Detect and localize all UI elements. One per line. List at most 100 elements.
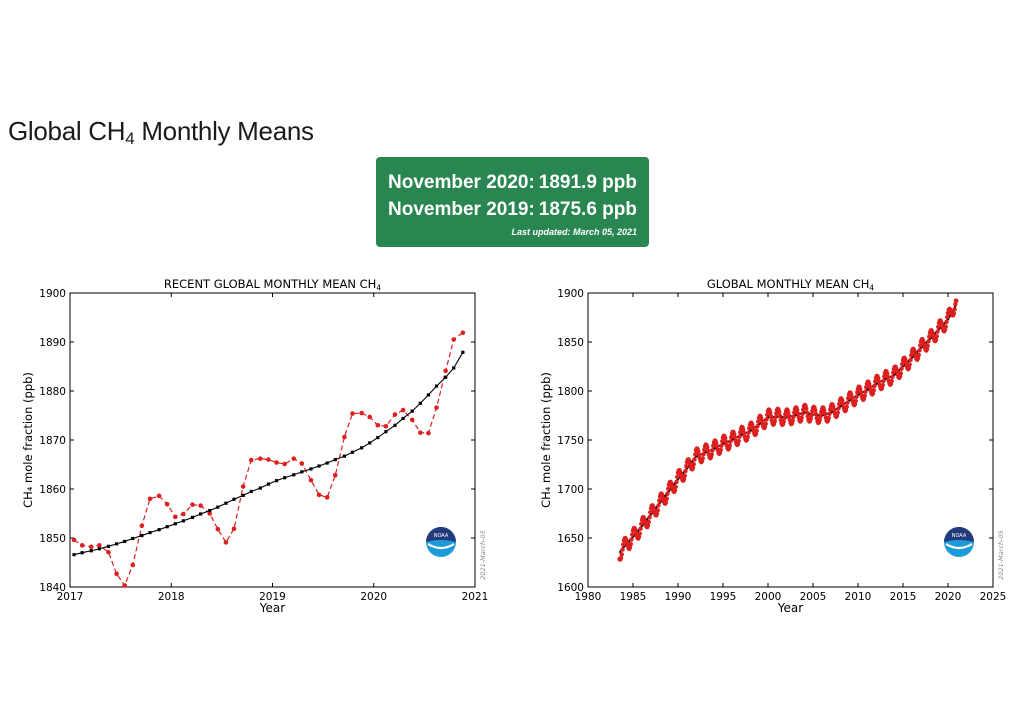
- x-tick-label: 2019: [259, 591, 286, 603]
- monthly-mean-point: [864, 385, 869, 390]
- stat-row-previous: November 2019: 1875.6 ppb: [388, 196, 637, 223]
- trend-point: [173, 522, 177, 526]
- monthly-mean-point: [620, 547, 625, 552]
- y-tick-label: 1890: [39, 337, 66, 349]
- monthly-mean-point: [862, 393, 867, 399]
- monthly-mean-point: [925, 343, 930, 349]
- trend-point: [410, 409, 414, 413]
- monthly-mean-point: [663, 499, 669, 505]
- monthly-mean-point: [215, 526, 221, 532]
- monthly-mean-point: [741, 427, 746, 432]
- monthly-mean-point: [727, 443, 732, 448]
- monthly-mean-point: [818, 413, 823, 419]
- monthly-mean-point: [804, 406, 809, 411]
- monthly-mean-point: [705, 448, 711, 453]
- monthly-mean-point: [768, 414, 774, 419]
- trend-point: [140, 533, 144, 538]
- monthly-mean-point: [873, 379, 878, 384]
- monthly-mean-point: [231, 526, 237, 531]
- monthly-mean-point: [122, 583, 127, 588]
- monthly-mean-point: [682, 473, 687, 478]
- monthly-mean-point: [828, 407, 833, 412]
- monthly-mean-point: [443, 368, 448, 374]
- monthly-mean-point: [711, 443, 716, 449]
- monthly-mean-point: [822, 407, 827, 413]
- monthly-mean-point: [114, 571, 119, 577]
- monthly-mean-point: [898, 371, 903, 376]
- monthly-mean-point: [106, 549, 111, 555]
- monthly-mean-point: [700, 456, 705, 461]
- x-tick-label: 2020: [360, 591, 387, 603]
- y-tick-label: 1750: [557, 435, 584, 447]
- monthly-mean-point: [207, 511, 213, 516]
- monthly-mean-line: [73, 332, 464, 587]
- trend-point: [241, 493, 245, 497]
- monthly-mean-point: [756, 419, 761, 424]
- y-tick-label: 1700: [557, 484, 584, 496]
- y-tick-label: 1800: [557, 386, 584, 398]
- monthly-mean-point: [79, 543, 85, 548]
- monthly-mean-point: [139, 523, 145, 529]
- trend-point: [434, 384, 439, 388]
- trend-point: [393, 423, 397, 427]
- monthly-mean-point: [935, 329, 940, 334]
- monthly-mean-point: [755, 424, 760, 429]
- noaa-logo-text: NOAA: [952, 533, 967, 539]
- monthly-mean-point: [882, 374, 887, 379]
- monthly-mean-point: [945, 314, 950, 320]
- monthly-mean-point: [240, 484, 246, 489]
- monthly-mean-point: [942, 327, 948, 333]
- monthly-mean-point: [282, 461, 287, 467]
- monthly-mean-point: [900, 361, 905, 367]
- trend-line: [618, 304, 957, 554]
- monthly-mean-point: [837, 401, 842, 407]
- monthly-mean-point: [809, 412, 814, 418]
- y-tick-label: 1840: [39, 582, 66, 594]
- monthly-mean-point: [683, 468, 688, 474]
- monthly-mean-point: [881, 378, 886, 384]
- monthly-mean-point: [359, 410, 364, 416]
- trend-point: [401, 416, 405, 421]
- trend-point: [342, 454, 346, 458]
- monthly-mean-point: [737, 434, 742, 439]
- monthly-mean-point: [190, 502, 195, 507]
- trend-point: [89, 549, 93, 553]
- y-tick-label: 1600: [557, 582, 584, 594]
- trend-point: [72, 553, 76, 557]
- monthly-mean-point: [792, 410, 797, 415]
- monthly-mean-point: [97, 543, 102, 548]
- monthly-mean-point: [434, 405, 439, 410]
- trend-point: [309, 467, 313, 471]
- x-tick-label: 1990: [665, 591, 692, 603]
- monthly-mean-point: [732, 431, 737, 437]
- monthly-mean-point: [656, 503, 661, 508]
- monthly-mean-point: [164, 501, 170, 507]
- y-tick-label: 1850: [557, 337, 584, 349]
- trend-point: [114, 542, 119, 546]
- monthly-mean-point: [648, 510, 653, 515]
- noaa-logo-wave-icon: [427, 543, 455, 550]
- monthly-mean-point: [871, 388, 876, 393]
- trend-point: [333, 458, 337, 462]
- monthly-mean-point: [223, 540, 229, 545]
- monthly-mean-point: [777, 409, 782, 415]
- monthly-mean-point: [258, 456, 263, 461]
- monthly-mean-point: [858, 386, 863, 392]
- monthly-mean-point: [907, 362, 912, 367]
- monthly-mean-point: [342, 434, 347, 440]
- x-tick-label: 1995: [710, 591, 737, 603]
- monthly-mean-point: [822, 411, 828, 416]
- monthly-mean-point: [908, 357, 913, 363]
- monthly-mean-point: [791, 414, 796, 419]
- trend-point: [283, 476, 287, 480]
- monthly-mean-point: [885, 371, 890, 376]
- y-tick-label: 1650: [557, 533, 584, 545]
- noaa-logo-wave-icon: [945, 543, 973, 550]
- monthly-mean-point: [906, 365, 912, 370]
- monthly-mean-point: [890, 374, 895, 379]
- x-tick-label: 2010: [845, 591, 872, 603]
- monthly-mean-point: [714, 440, 719, 446]
- y-tick-label: 1870: [39, 435, 66, 447]
- monthly-mean-point: [636, 534, 642, 540]
- trend-point: [317, 464, 321, 468]
